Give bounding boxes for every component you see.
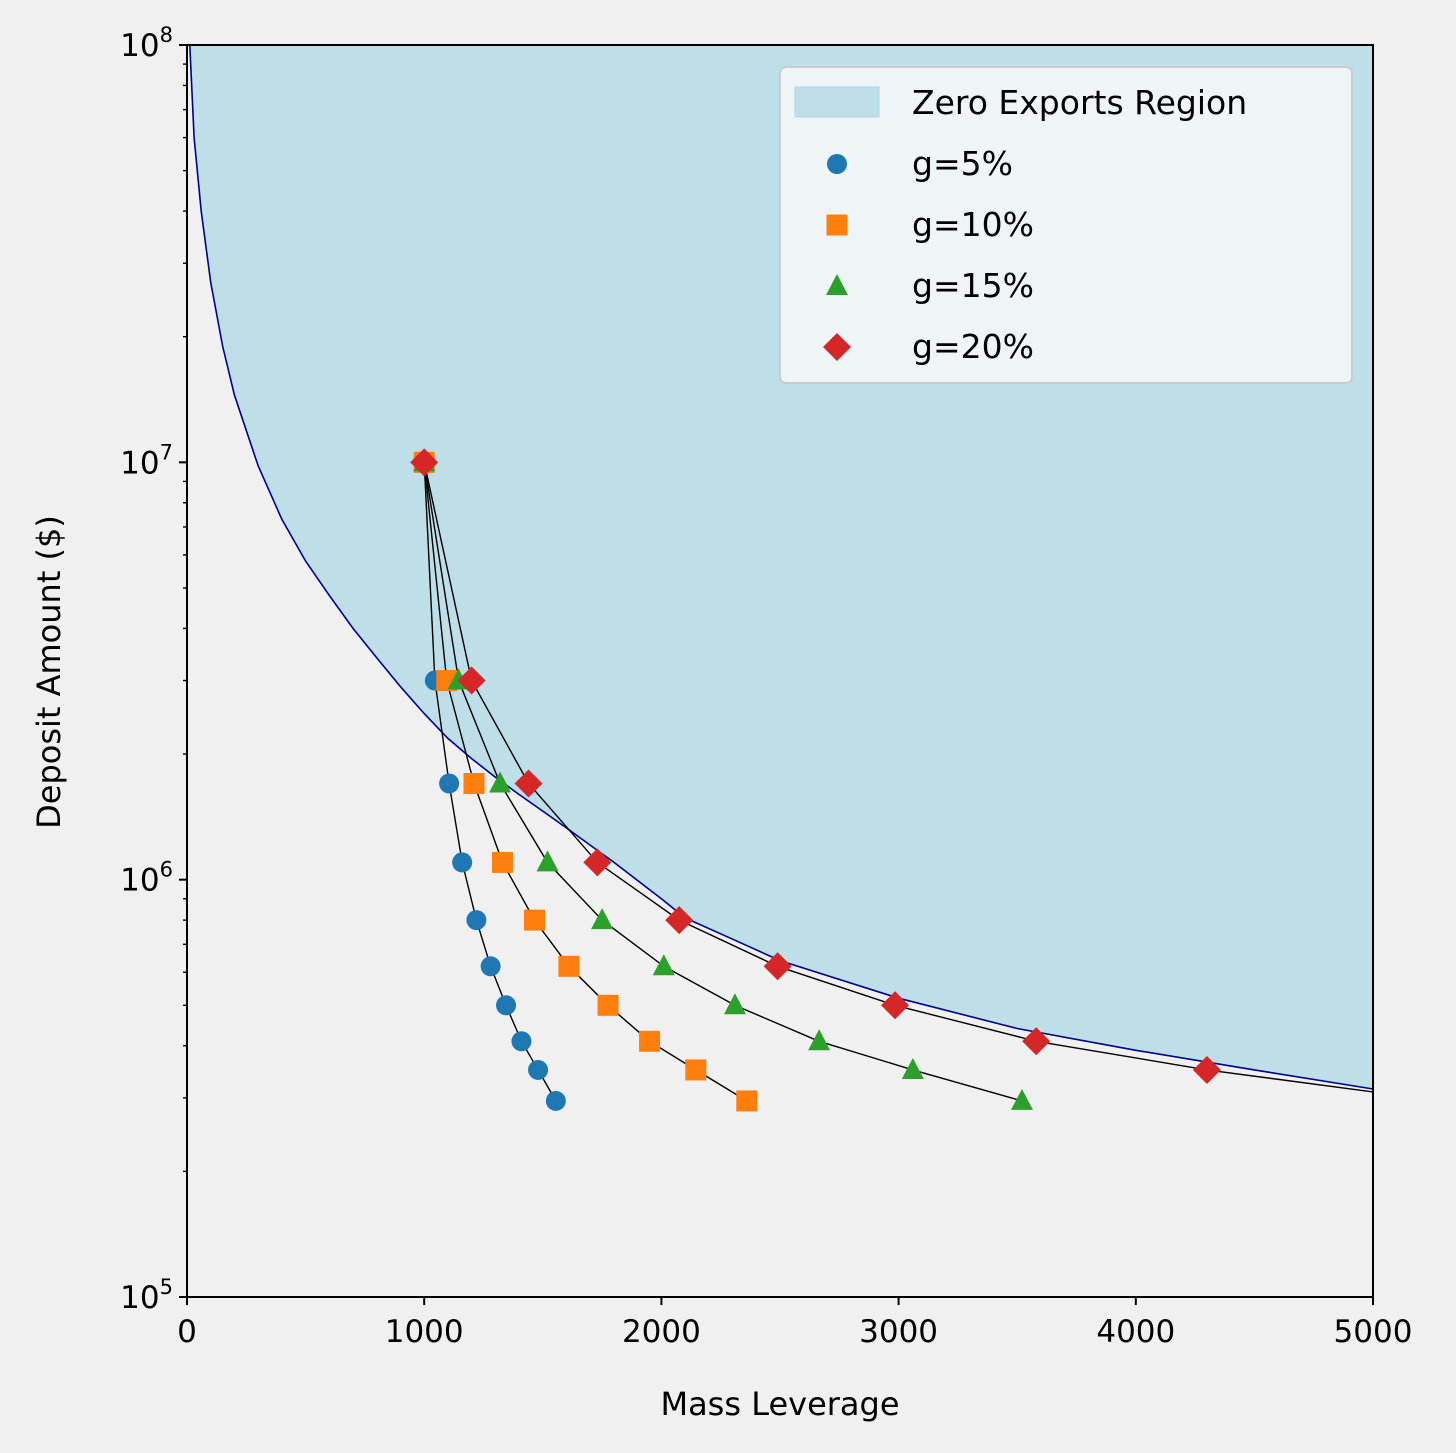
legend-marker-1 [826, 214, 848, 236]
data-point-s0-2 [439, 773, 460, 794]
data-point-s1-8 [685, 1059, 707, 1081]
legend-label-region: Zero Exports Region [912, 83, 1247, 122]
data-point-s0-5 [480, 956, 501, 977]
data-point-s1-6 [597, 994, 619, 1016]
data-point-s3-6 [881, 991, 910, 1020]
axes-frame [186, 44, 1374, 1298]
data-point-s3-1 [457, 666, 486, 695]
data-point-s2-5 [652, 954, 675, 976]
data-point-s0-9 [545, 1090, 566, 1111]
legend-box [779, 66, 1353, 384]
x-tick-label-4: 4000 [1096, 1314, 1175, 1350]
data-point-s2-8 [901, 1057, 924, 1079]
data-point-s3-2 [514, 769, 543, 798]
data-point-s1-9 [736, 1090, 758, 1112]
legend: Zero Exports Region g=5% g=10% g=15% g=2… [779, 66, 1353, 384]
data-point-s3-8 [1192, 1055, 1221, 1084]
series-line-3 [423, 462, 1374, 1093]
data-point-s0-4 [466, 910, 487, 931]
x-axis-label: Mass Leverage [660, 1385, 899, 1423]
legend-marker-3 [823, 333, 851, 361]
data-point-s2-4 [591, 908, 614, 930]
data-point-s0-6 [496, 995, 517, 1016]
y-tick-label-2: 107 [120, 440, 173, 481]
data-point-s2-9 [1010, 1088, 1033, 1110]
y-tick-label-1: 106 [120, 858, 173, 899]
legend-marker-2 [826, 274, 848, 295]
data-point-s2-2 [489, 771, 512, 793]
series-line-1 [423, 462, 748, 1102]
data-point-s1-5 [558, 955, 580, 977]
x-tick-label-3: 3000 [859, 1314, 938, 1350]
data-point-s0-7 [511, 1031, 532, 1052]
data-point-s1-4 [523, 909, 545, 931]
data-point-s3-0 [410, 448, 439, 477]
legend-label-series-1: g=10% [912, 205, 1034, 244]
x-tick-label-1: 1000 [385, 1314, 464, 1350]
y-axis-label: Deposit Amount ($) [30, 515, 68, 829]
data-point-s3-5 [763, 952, 792, 981]
y-tick-label-0: 105 [120, 1275, 173, 1316]
legend-label-series-3: g=20% [912, 327, 1034, 366]
data-point-s2-6 [723, 993, 746, 1015]
y-tick-label-3: 108 [120, 23, 173, 64]
x-tick-label-5: 5000 [1334, 1314, 1413, 1350]
legend-region-swatch [794, 86, 880, 118]
x-tick-label-0: 0 [177, 1314, 197, 1350]
legend-label-series-0: g=5% [912, 144, 1013, 183]
data-point-s1-3 [491, 851, 513, 873]
data-point-s3-7 [1022, 1027, 1051, 1056]
legend-label-series-2: g=15% [912, 266, 1034, 305]
legend-marker-0 [827, 154, 847, 174]
legend-markers [823, 154, 851, 361]
data-point-s3-3 [583, 848, 612, 877]
x-tick-label-2: 2000 [622, 1314, 701, 1350]
data-point-s2-3 [536, 850, 559, 872]
series-line-2 [423, 462, 1023, 1102]
data-point-s3-4 [665, 906, 694, 935]
region-boundary-line [189, 44, 1374, 1090]
series-line-0 [423, 462, 557, 1102]
data-point-s1-2 [463, 772, 485, 794]
data-point-s0-8 [528, 1059, 549, 1080]
data-point-s1-7 [639, 1030, 661, 1052]
data-point-s0-3 [452, 852, 473, 873]
data-point-s2-7 [808, 1029, 831, 1051]
